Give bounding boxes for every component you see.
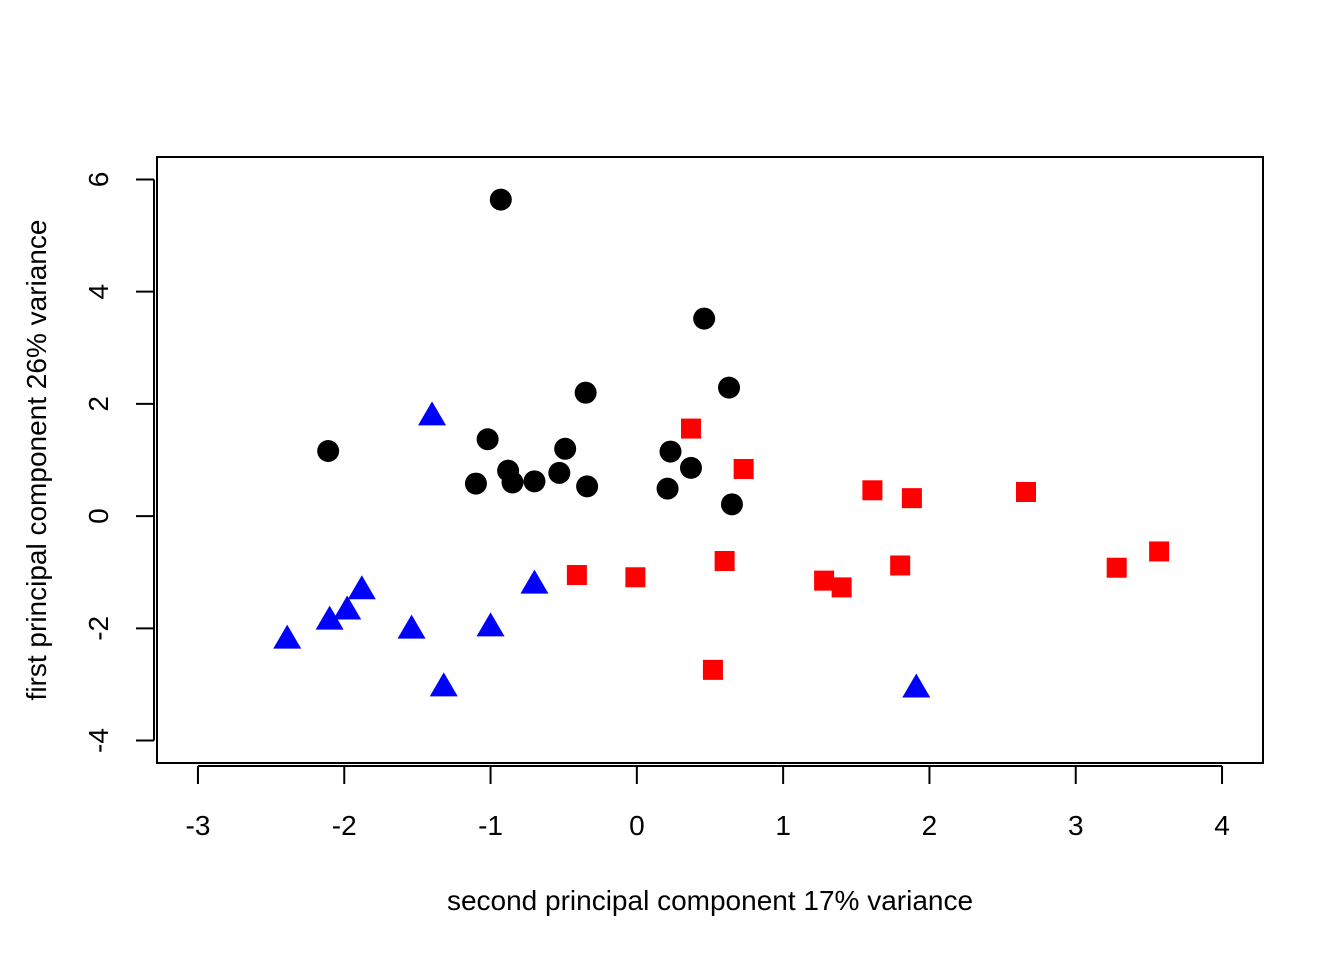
x-tick-label: -2	[332, 810, 357, 841]
data-point-circle	[718, 376, 741, 399]
data-point-triangle	[347, 575, 376, 600]
x-tick-label: -3	[186, 810, 211, 841]
data-point-circle	[501, 471, 524, 494]
y-tick-label: 2	[83, 396, 114, 412]
x-tick-label: 4	[1214, 810, 1230, 841]
data-point-triangle	[476, 612, 505, 637]
data-point-circle	[693, 307, 716, 330]
data-point-circle	[317, 440, 340, 463]
y-axis-label: first principal component 26% variance	[21, 220, 52, 701]
data-point-square	[901, 488, 922, 509]
data-points	[273, 188, 1170, 698]
data-point-circle	[554, 437, 577, 460]
axes: -3 -2 -1 0 1 2 3 4 -4 -2 0 2 4 6	[83, 172, 1230, 841]
data-point-circle	[464, 472, 487, 495]
data-point-circle	[679, 456, 702, 479]
data-point-triangle	[902, 673, 931, 698]
data-point-circle	[656, 477, 679, 500]
y-tick-label: 4	[83, 284, 114, 300]
data-point-square	[714, 551, 735, 571]
x-tick-label: 3	[1068, 810, 1084, 841]
y-tick-label: -4	[83, 728, 114, 753]
data-point-square	[702, 659, 723, 680]
data-point-circle	[548, 461, 571, 484]
data-point-triangle	[397, 614, 426, 639]
data-point-circle	[659, 440, 682, 463]
data-point-square	[680, 418, 701, 439]
data-point-circle	[574, 381, 597, 404]
x-tick-label: 1	[775, 810, 791, 841]
data-point-circle	[523, 470, 546, 493]
x-tick-label: 2	[922, 810, 938, 841]
data-point-square	[1106, 557, 1127, 578]
data-point-square	[831, 577, 852, 598]
data-point-square	[890, 555, 911, 576]
data-point-triangle	[429, 672, 458, 697]
y-tick-label: -2	[83, 616, 114, 641]
data-point-square	[625, 567, 646, 588]
data-point-square	[1149, 541, 1170, 562]
data-point-square	[733, 458, 754, 479]
data-point-square	[814, 570, 835, 591]
x-tick-label: 0	[629, 810, 645, 841]
data-point-square	[1016, 481, 1036, 502]
data-point-square	[566, 565, 587, 586]
data-point-triangle	[520, 569, 549, 594]
data-point-triangle	[418, 401, 447, 426]
y-tick-label: 0	[83, 508, 114, 524]
data-point-triangle	[333, 595, 362, 620]
data-point-circle	[576, 475, 599, 498]
plot-frame	[156, 156, 1264, 764]
data-point-triangle	[315, 605, 344, 630]
data-point-circle	[489, 188, 512, 211]
x-tick-label: -1	[478, 810, 503, 841]
y-tick-label: 6	[83, 172, 114, 188]
data-point-circle	[720, 493, 743, 516]
data-point-square	[862, 480, 883, 501]
data-point-triangle	[273, 624, 302, 649]
data-point-circle	[476, 428, 499, 451]
x-axis-label: second principal component 17% variance	[447, 885, 973, 916]
